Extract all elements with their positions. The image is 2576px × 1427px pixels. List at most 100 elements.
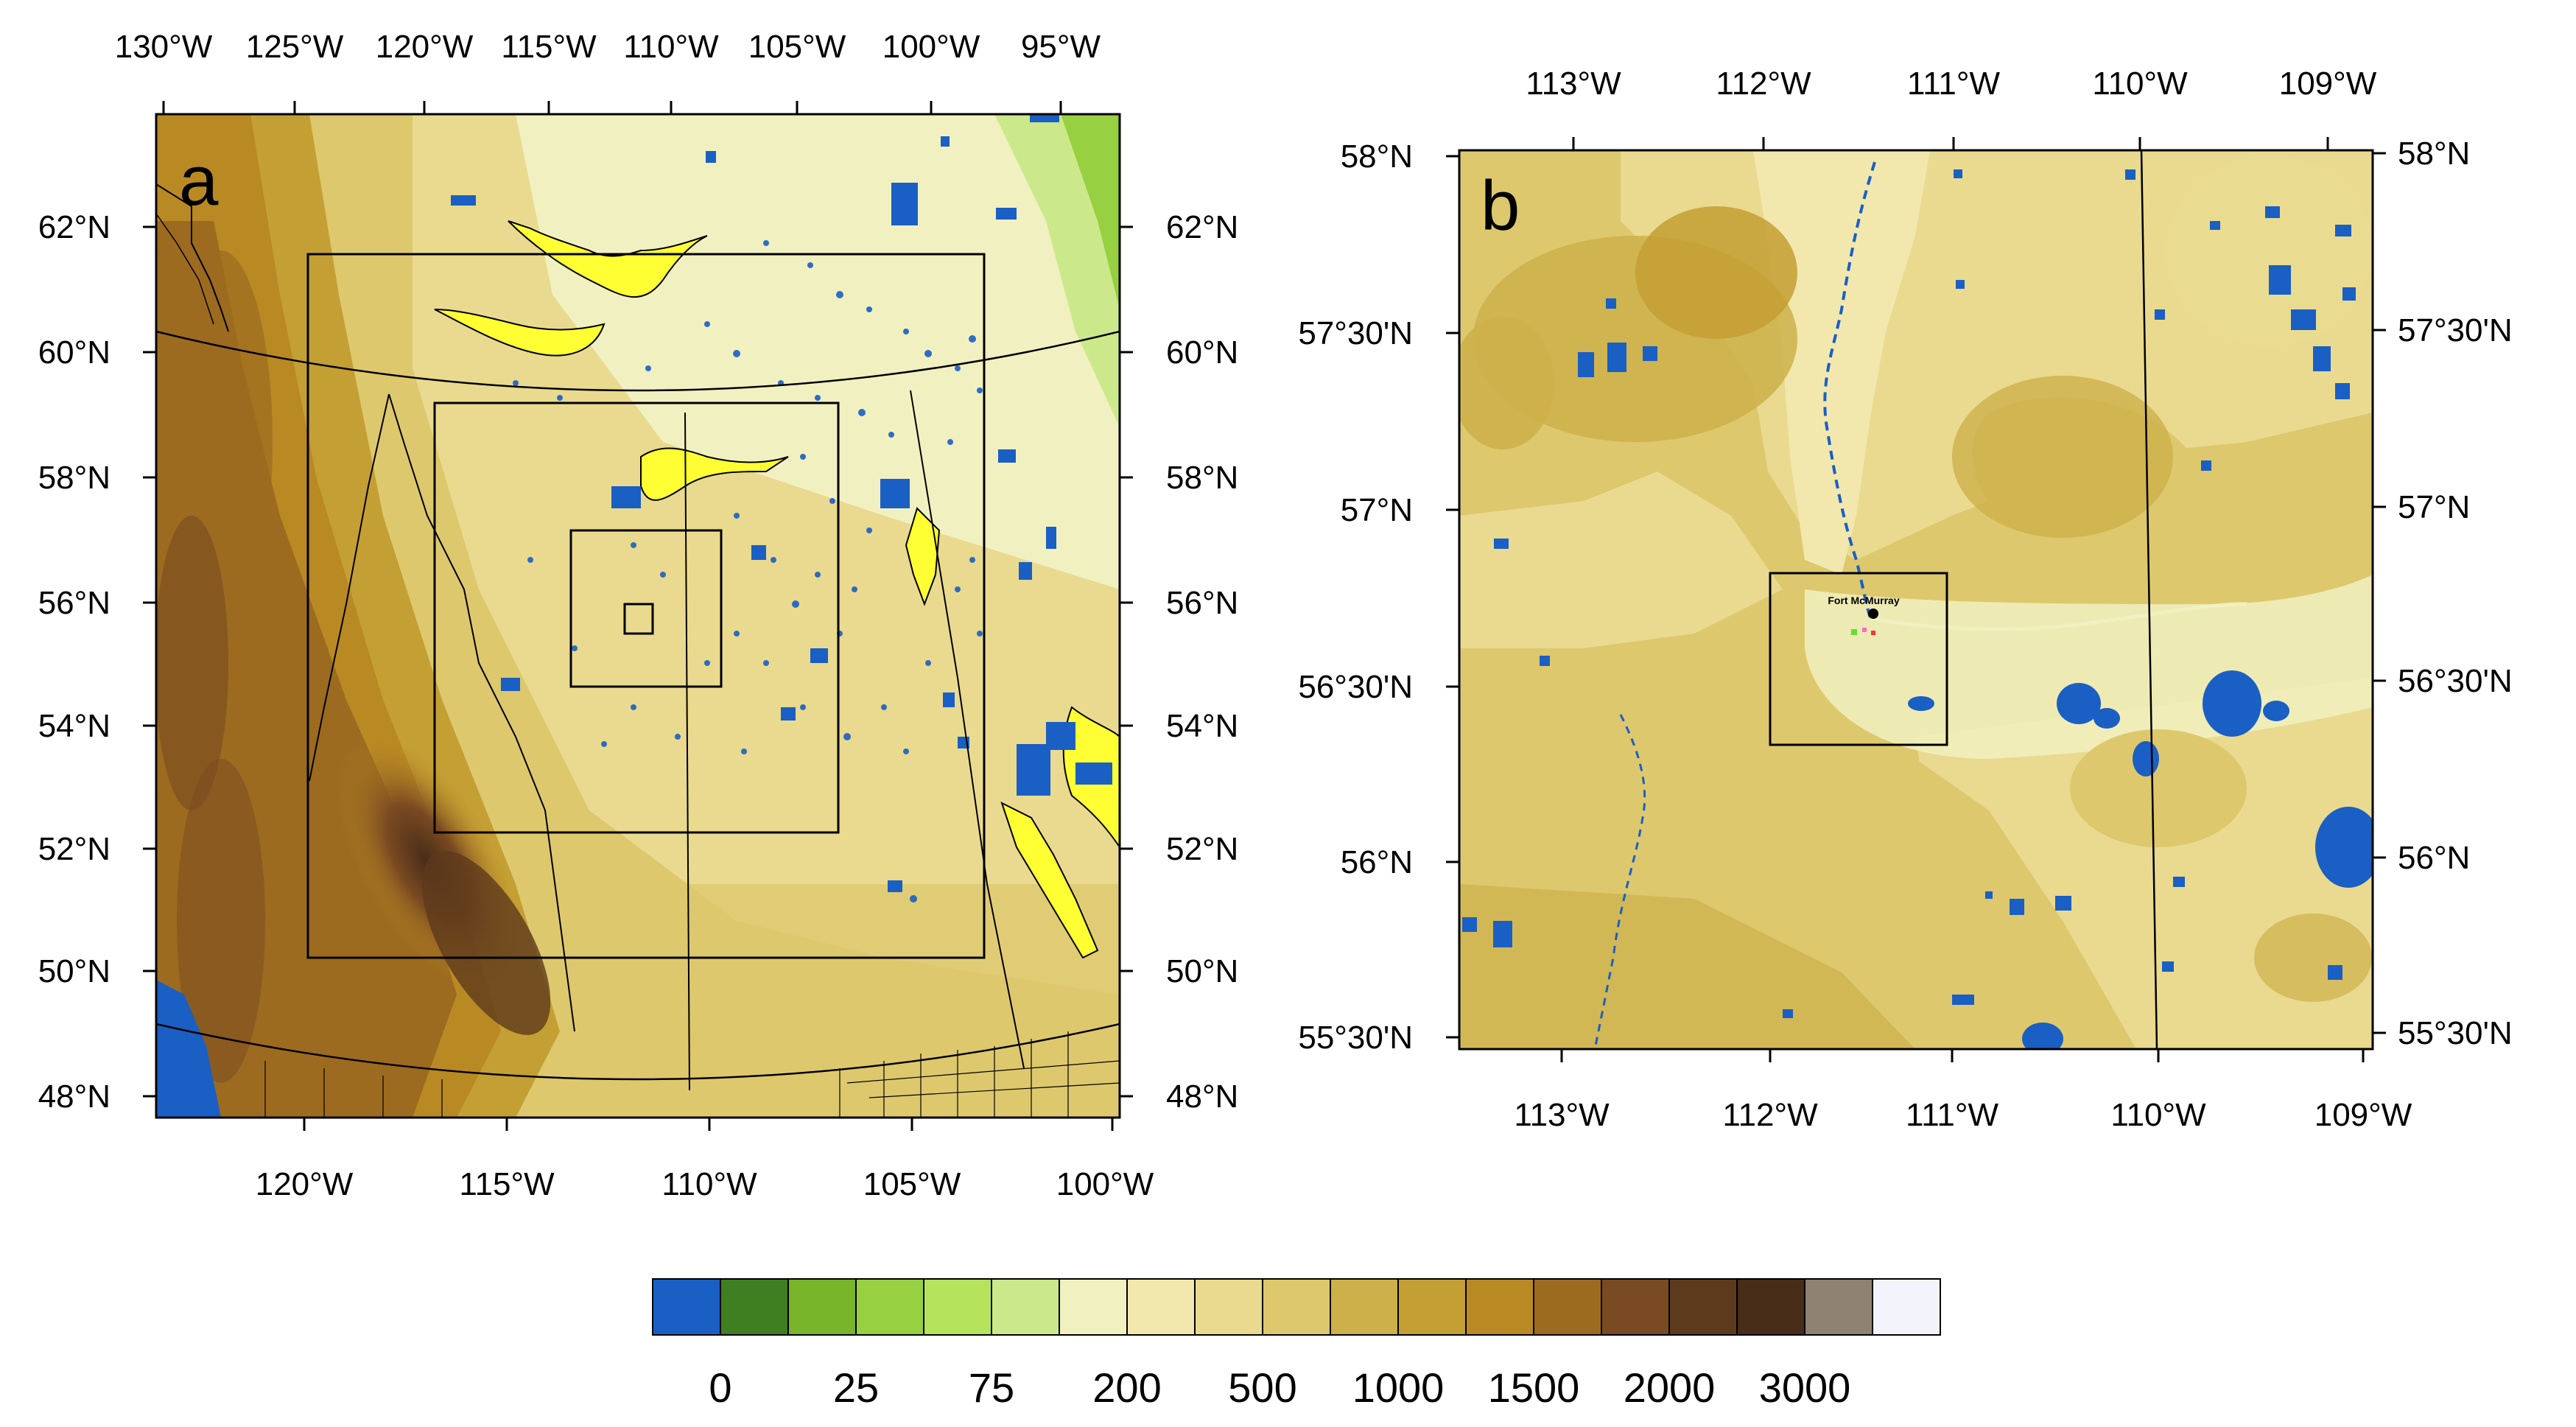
colorbar-swatch (652, 1278, 721, 1336)
lat-label: 57°30'N (2398, 312, 2513, 348)
lat-label: 60°N (38, 334, 110, 371)
lon-label: 111°W (1907, 66, 2000, 102)
colorbar-tick-label: 1000 (1352, 1364, 1445, 1411)
colorbar-swatch (1262, 1278, 1331, 1336)
lat-label: 50°N (38, 953, 110, 989)
lat-label: 58°N (1166, 460, 1238, 496)
panel-a-frame (155, 113, 1121, 1119)
lon-label: 100°W (1056, 1166, 1154, 1202)
colorbar-swatch (855, 1278, 924, 1336)
lon-label: 110°W (623, 29, 719, 65)
site-marker (1871, 631, 1875, 635)
colorbar-swatch (1397, 1278, 1467, 1336)
lat-label: 54°N (38, 708, 110, 744)
lat-label: 57°N (1341, 492, 1413, 528)
site-marker (1862, 628, 1867, 632)
lon-label: 113°W (1514, 1097, 1610, 1133)
colorbar-tick-label: 1500 (1488, 1364, 1580, 1411)
colorbar-swatch (1736, 1278, 1805, 1336)
colorbar-swatch (720, 1278, 789, 1336)
lon-label: 112°W (1716, 66, 1811, 102)
lat-label: 58°N (38, 460, 110, 496)
place-label-fort-mcmurray: Fort McMurray (1828, 595, 1899, 606)
lat-label: 58°N (2398, 136, 2470, 172)
panel-b-frame (1458, 149, 2374, 1051)
panel-b-ticks (1446, 137, 2386, 1062)
lat-label: 50°N (1166, 953, 1238, 989)
colorbar-tick-label: 0 (709, 1364, 731, 1411)
colorbar (652, 1278, 1941, 1336)
colorbar-tick-label: 500 (1228, 1364, 1296, 1411)
panel-b-left-lat-labels: 58°N 57°30'N 57°N 56°30'N 56°N 55°30'N (1298, 139, 1413, 1056)
colorbar-swatch (1059, 1278, 1128, 1336)
panel-a-bottom-ticks (303, 1118, 1114, 1131)
panel-b-top-lon-labels: 113°W 112°W 111°W 110°W 109°W (1526, 66, 2376, 102)
colorbar-swatch (1872, 1278, 1941, 1336)
lat-label: 52°N (1166, 831, 1238, 867)
lon-label: 112°W (1722, 1097, 1818, 1133)
lat-label: 55°30'N (1298, 1020, 1413, 1056)
colorbar-labels: 0 25 75 200 500 1000 1500 2000 3000 (709, 1364, 1850, 1411)
panel-a-label: a (179, 141, 219, 220)
panel-a-terrain (156, 114, 1120, 1118)
panel-b-label: b (1481, 166, 1520, 245)
lat-label: 54°N (1166, 708, 1238, 744)
lat-label: 60°N (1166, 334, 1238, 371)
panel-b-right-lat-labels: 58°N 57°30'N 57°N 56°30'N 56°N 55°30'N (2398, 136, 2513, 1051)
lat-label: 48°N (1166, 1079, 1238, 1115)
colorbar-swatch (1533, 1278, 1602, 1336)
panel-a-side-ticks (143, 225, 1133, 1098)
lon-label: 120°W (256, 1166, 354, 1202)
lon-label: 109°W (2279, 66, 2377, 102)
colorbar-tick-label: 25 (833, 1364, 879, 1411)
lat-label: 56°N (1341, 844, 1413, 880)
panel-a-top-ticks (162, 101, 1062, 114)
lon-label: 130°W (115, 29, 213, 65)
colorbar-swatch (1194, 1278, 1263, 1336)
lon-label: 105°W (748, 29, 846, 65)
colorbar-tick-label: 75 (969, 1364, 1014, 1411)
lon-label: 115°W (501, 29, 597, 65)
panel-a-right-lat-labels: 62°N 60°N 58°N 56°N 54°N 52°N 50°N 48°N (1166, 209, 1238, 1115)
panel-a-map: a 130°W 125°W 120°W 115°W 110°W 105°W 10… (38, 29, 1239, 1202)
colorbar-swatch (1668, 1278, 1738, 1336)
colorbar-tick-label: 200 (1092, 1364, 1161, 1411)
lat-label: 58°N (1341, 139, 1413, 175)
panel-a-top-lon-labels: 130°W 125°W 120°W 115°W 110°W 105°W 100°… (115, 29, 1101, 65)
lon-label: 125°W (246, 29, 344, 65)
lon-label: 115°W (459, 1166, 555, 1202)
lat-label: 48°N (38, 1079, 110, 1115)
lon-label: 95°W (1021, 29, 1101, 65)
colorbar-swatch (991, 1278, 1060, 1336)
lat-label: 56°N (1166, 585, 1238, 621)
lon-label: 113°W (1526, 66, 1621, 102)
lat-label: 55°30'N (2398, 1015, 2513, 1051)
panel-a-left-lat-labels: 62°N 60°N 58°N 56°N 54°N 52°N 50°N 48°N (38, 209, 110, 1115)
colorbar-swatch (1330, 1278, 1399, 1336)
lat-label: 52°N (38, 831, 110, 867)
colorbar-swatch (1465, 1278, 1534, 1336)
lat-label: 62°N (38, 209, 110, 245)
colorbar-swatch (787, 1278, 857, 1336)
colorbar-swatch (1126, 1278, 1196, 1336)
lat-label: 56°N (38, 585, 110, 621)
lon-label: 110°W (2092, 66, 2188, 102)
lon-label: 110°W (661, 1166, 757, 1202)
colorbar-swatch (1804, 1278, 1873, 1336)
lon-label: 120°W (376, 29, 474, 65)
colorbar-swatch (923, 1278, 992, 1336)
lon-label: 111°W (1906, 1097, 1998, 1133)
lon-label: 105°W (863, 1166, 961, 1202)
lon-label: 110°W (2110, 1097, 2206, 1133)
colorbar-tick-label: 2000 (1624, 1364, 1716, 1411)
panel-b-terrain: Fort McMurray (1459, 150, 2373, 1049)
lon-label: 109°W (2314, 1097, 2412, 1133)
panel-a-bottom-lon-labels: 120°W 115°W 110°W 105°W 100°W (256, 1166, 1154, 1202)
panel-b-bottom-lon-labels: 113°W 112°W 111°W 110°W 109°W (1514, 1097, 2412, 1133)
lat-label: 56°N (2398, 840, 2470, 876)
panel-b-map: Fort McMurray b 113°W 112°W 111°W 110°W … (1298, 66, 2512, 1133)
lon-label: 100°W (882, 29, 980, 65)
site-marker (1851, 629, 1857, 635)
lat-label: 62°N (1166, 209, 1238, 245)
